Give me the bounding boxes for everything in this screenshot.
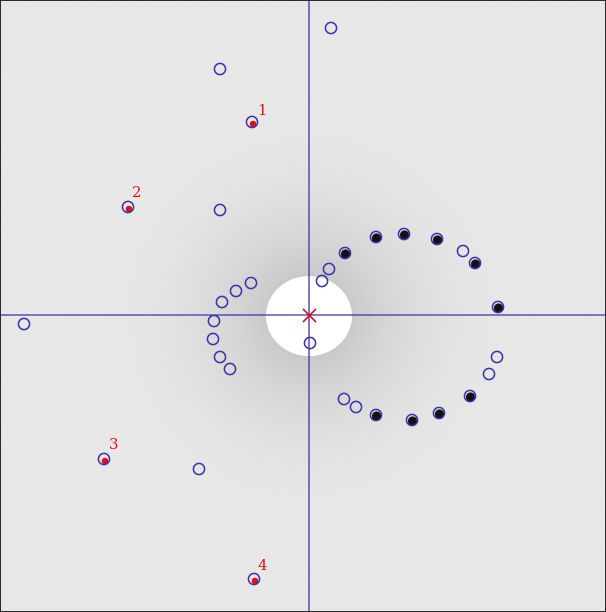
reflection-spot [303,336,317,350]
reflection-label: 1 [258,101,268,119]
predicted-circle-icon [213,350,227,364]
reflection-spot [468,256,482,270]
predicted-circle-icon [491,300,505,314]
observed-dot-icon [249,120,257,128]
predicted-circle-icon [338,246,352,260]
observed-dot-icon [432,235,443,245]
predicted-circle-icon [213,62,227,76]
predicted-circle-icon [244,276,258,290]
predicted-circle-icon [192,462,206,476]
predicted-circle-icon [456,244,470,258]
observed-dot-icon [407,416,418,426]
reflection-spot [213,62,227,76]
observed-dot-icon [470,259,481,269]
reflection-spot [215,295,229,309]
predicted-circle-icon [215,295,229,309]
reflection-spot [324,21,338,35]
predicted-circle-icon [463,389,477,403]
reflection-spot [369,230,383,244]
reflection-spot [213,350,227,364]
predicted-circle-icon [213,203,227,217]
observed-dot-icon [101,457,109,465]
reflection-spot [405,413,419,427]
indexed-reflection-4: 4 [247,556,268,586]
predicted-circle-icon [432,406,446,420]
observed-dot-icon [465,392,476,402]
reflection-spot [432,406,446,420]
reflection-label: 3 [109,435,119,453]
observed-dot-icon [125,205,133,213]
predicted-circle-icon [245,115,259,129]
reflection-spot [322,262,336,276]
observed-dot-icon [434,409,445,419]
observed-dot-icon [251,577,259,585]
predicted-circle-icon [482,367,496,381]
reflection-spot [315,274,329,288]
reflection-spot [338,246,352,260]
reflection-spot [229,284,243,298]
predicted-circle-icon [121,200,135,214]
reflection-spot [213,203,227,217]
predicted-circle-icon [207,314,221,328]
reflection-spot [337,392,351,406]
reflection-spot [206,332,220,346]
predicted-circle-icon [206,332,220,346]
reflection-spots [17,21,505,476]
indexed-reflection-3: 3 [97,435,119,466]
reflection-spot [192,462,206,476]
indexed-reflection-2: 2 [121,183,142,214]
predicted-circle-icon [229,284,243,298]
predicted-circle-icon [468,256,482,270]
predicted-circle-icon [303,336,317,350]
observed-dot-icon [371,411,382,421]
reflection-label: 2 [132,183,142,201]
observed-dot-icon [493,303,504,313]
reflection-spot [17,317,31,331]
reflection-spot [482,367,496,381]
indexed-reflections: 1 2 3 4 [97,101,268,586]
reflection-spot [397,227,411,241]
observed-dot-icon [340,249,351,259]
observed-dot-icon [371,233,382,243]
predicted-circle-icon [315,274,329,288]
predicted-circle-icon [490,350,504,364]
predicted-circle-icon [247,572,261,586]
predicted-circle-icon [322,262,336,276]
predicted-circle-icon [97,452,111,466]
reflection-spot [244,276,258,290]
indexed-reflection-1: 1 [245,101,268,129]
predicted-circle-icon [337,392,351,406]
reflection-spot [490,350,504,364]
reflection-spot [463,389,477,403]
predicted-circle-icon [223,362,237,376]
beam-center-icon [302,308,317,323]
predicted-circle-icon [369,230,383,244]
predicted-circle-icon [405,413,419,427]
reflection-spot [369,408,383,422]
predicted-circle-icon [324,21,338,35]
predicted-circle-icon [397,227,411,241]
reflection-spot [207,314,221,328]
predicted-circle-icon [430,232,444,246]
reflection-spot [223,362,237,376]
reflection-spot [349,400,363,414]
observed-dot-icon [399,230,410,240]
reflection-spot [456,244,470,258]
predicted-circle-icon [349,400,363,414]
reflection-spot [491,300,505,314]
reflection-spot [430,232,444,246]
predicted-circle-icon [369,408,383,422]
predicted-circle-icon [17,317,31,331]
reflection-label: 4 [258,556,268,574]
